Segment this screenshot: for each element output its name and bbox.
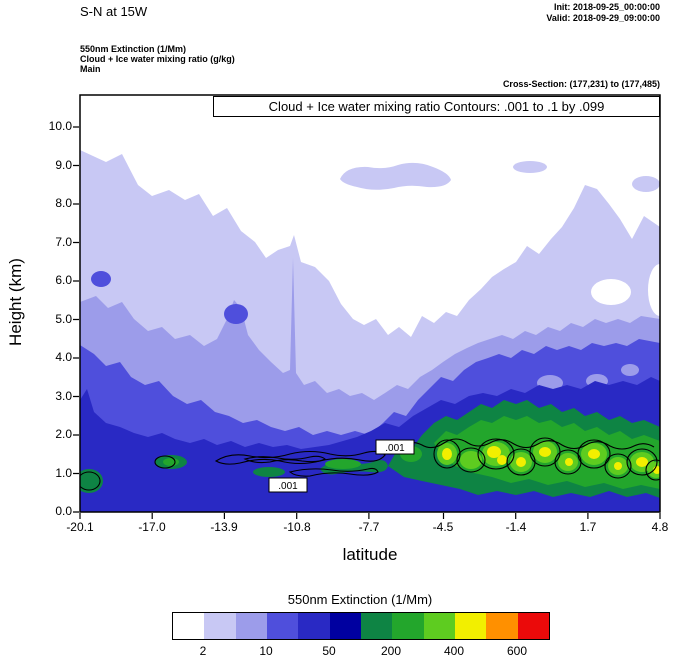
y-tick-label: 6.0 [55, 273, 72, 287]
colorbar-cell [329, 613, 361, 639]
colorbar-cell [423, 613, 455, 639]
green-patch [253, 467, 285, 477]
page-title: S-N at 15W [80, 4, 148, 19]
y-tick-label: 4.0 [55, 350, 72, 364]
y-tick-label: 5.0 [55, 311, 72, 326]
contour-field-label: Cloud + Ice water mixing ratio (g/kg) [80, 54, 235, 64]
y-tick-label: 10.0 [48, 119, 72, 133]
x-axis-title: latitude [342, 545, 398, 564]
x-tick-label: -10.8 [283, 520, 311, 534]
y-tick-label: 7.0 [55, 234, 72, 249]
lavender-cloud-blob [513, 161, 547, 173]
colorbar-cells [172, 612, 550, 640]
colorbar-cell [360, 613, 393, 639]
colorbar-cell [454, 613, 487, 639]
colorbar-cell [486, 613, 518, 639]
y-tick-label: 1.0 [55, 465, 72, 480]
green-blob [325, 459, 361, 469]
colorbar-cell [266, 613, 299, 639]
y-tick-label: 2.0 [55, 427, 72, 441]
valid-time: Valid: 2018-09-29_09:00:00 [546, 13, 660, 23]
mixing-ratio-contours [80, 437, 660, 491]
periwinkle-hole [621, 364, 639, 376]
colorbar-tick-label: 200 [380, 644, 402, 658]
colorbar-tick-label: 2 [199, 644, 207, 658]
contour-label-boxes: .001 .001 [268, 439, 415, 493]
blue-blob [224, 304, 248, 324]
contour-label: .001 [385, 443, 405, 454]
init-time: Init: 2018-09-25_00:00:00 [553, 2, 660, 12]
x-tick-label: -7.7 [358, 520, 380, 534]
colorbar-cell [298, 613, 330, 639]
blue-blob [91, 271, 111, 287]
y-tick-label: 0.0 [55, 504, 72, 518]
y-tick-label: 8.0 [55, 196, 72, 210]
plot-frame [79, 94, 661, 513]
lavender-cloud-blob [632, 176, 660, 192]
y-axis-ticks [73, 126, 79, 513]
colorbar-tick-label: 400 [443, 644, 465, 658]
colorbar-cell [173, 613, 205, 639]
domain-label: Main [80, 64, 101, 74]
colorbar-cell [204, 613, 236, 639]
x-tick-label: -20.1 [66, 520, 94, 534]
cross-section-coords: Cross-Section: (177,231) to (177,485) [502, 79, 660, 89]
x-axis-ticks [79, 513, 661, 519]
contour-fill-field: .001 .001 [80, 95, 660, 512]
y-tick-label: 3.0 [55, 388, 72, 403]
fill-field-label: 550nm Extinction (1/Mm) [80, 44, 187, 54]
x-tick-label: -17.0 [138, 520, 166, 534]
colorbar-tick-label: 10 [259, 644, 273, 658]
yellow-cores [442, 446, 660, 474]
contour-banner: Cloud + Ice water mixing ratio Contours:… [213, 96, 660, 117]
colorbar-tick-label: 600 [506, 644, 528, 658]
colorbar-cell [392, 613, 424, 639]
green-blob [163, 458, 179, 466]
x-tick-label: -13.9 [210, 520, 238, 534]
contour-label: .001 [278, 481, 298, 492]
lavender-cloud-blob [340, 162, 451, 190]
x-tick-label: -1.4 [505, 520, 527, 534]
green-patch [80, 469, 103, 493]
x-tick-label: -4.5 [432, 520, 454, 534]
colorbar-tick-label: 50 [322, 644, 336, 658]
y-tick-label: 9.0 [55, 157, 72, 172]
colorbar-cell [235, 613, 267, 639]
white-hole [591, 279, 631, 305]
colorbar-cell [517, 613, 549, 639]
colorbar-title: 550nm Extinction (1/Mm) [287, 592, 433, 607]
white-hole [648, 264, 660, 316]
x-tick-label: 1.7 [579, 520, 597, 534]
x-tick-label: 4.8 [651, 520, 669, 534]
